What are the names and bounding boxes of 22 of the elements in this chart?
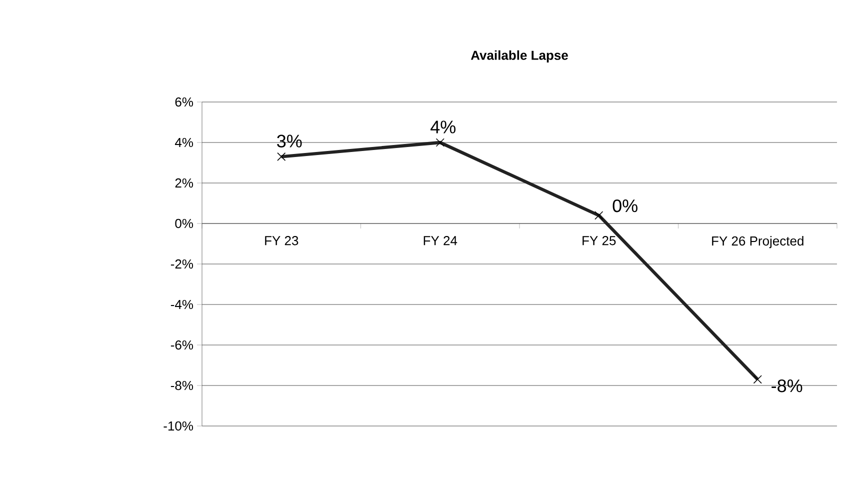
x-tick-label: FY 26 Projected [712, 236, 804, 248]
y-tick-label: -10% [164, 421, 194, 431]
y-tick-label: -6% [170, 340, 194, 350]
x-tick-label: FY 24 [424, 236, 458, 246]
y-tick-label: 6% [175, 97, 194, 107]
x-tick-label: FY 25 [582, 236, 616, 246]
point [277, 152, 286, 161]
y-tick-label: -2% [170, 259, 194, 269]
point [436, 138, 444, 147]
data-label: -8% [772, 379, 802, 392]
y-tick-label: -4% [170, 300, 194, 310]
data-label: 0% [612, 199, 638, 212]
x-tick-label: FY 23 [265, 236, 298, 246]
point [594, 211, 604, 220]
y-tick-label: 2% [175, 178, 194, 188]
y-tick-label: 4% [174, 138, 194, 148]
data-label: 4% [430, 120, 456, 134]
y-tick-label: -8% [170, 380, 194, 390]
point [753, 375, 762, 384]
chart-title: Available Lapse [470, 50, 568, 62]
data-label: 3% [277, 134, 302, 148]
y-tick-label: 0% [175, 218, 194, 228]
